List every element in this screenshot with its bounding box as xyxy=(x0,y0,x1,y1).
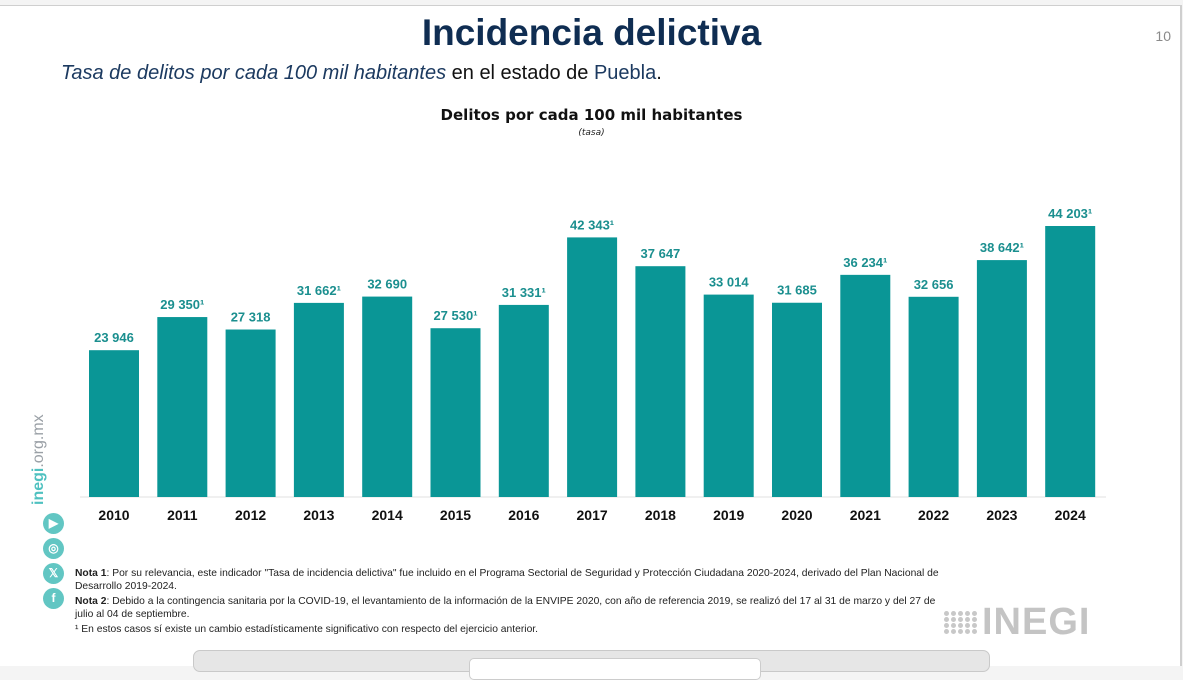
data-label-2010: 23 946 xyxy=(94,330,134,345)
x-icon[interactable]: 𝕏 xyxy=(43,563,64,584)
data-label-2024: 44 203¹ xyxy=(1048,206,1092,221)
bar-2015 xyxy=(430,328,481,497)
bottom-toolbar-field[interactable] xyxy=(469,658,761,680)
data-label-2020: 31 685 xyxy=(777,283,817,298)
bar-2023 xyxy=(976,260,1027,497)
x-tick-2012: 2012 xyxy=(235,507,266,523)
bar-2012 xyxy=(225,329,276,497)
youtube-icon[interactable]: ▶ xyxy=(43,513,64,534)
website-url[interactable]: inegi.org.mx xyxy=(30,414,48,505)
x-tick-2018: 2018 xyxy=(645,507,676,523)
bar-2010 xyxy=(89,350,139,497)
bar-2016 xyxy=(498,304,549,497)
data-label-2013: 31 662¹ xyxy=(297,283,341,298)
note-1-label: Nota 1 xyxy=(75,568,107,579)
logo-dots-icon xyxy=(944,610,978,634)
data-label-2012: 27 318 xyxy=(231,310,271,325)
bar-chart: 23 946 2010 29 350¹ 2011 27 318 2012 31 662¹ 20… xyxy=(80,206,1106,523)
bar-2017 xyxy=(567,237,618,497)
bar-2018 xyxy=(635,266,686,497)
note-1-text: : Por su relevancia, este indicador "Tas… xyxy=(75,568,939,592)
chart-title: Delitos por cada 100 mil habitantes xyxy=(440,106,743,124)
url-bold: inegi xyxy=(30,467,47,505)
x-tick-2022: 2022 xyxy=(918,507,949,523)
subtitle-end: . xyxy=(656,62,662,84)
subtitle-place: Puebla xyxy=(593,62,657,84)
subtitle-mid: en el estado de xyxy=(446,62,594,84)
subtitle-italic: Tasa de delitos por cada 100 mil habitan… xyxy=(61,62,447,84)
note-2-label: Nota 2 xyxy=(75,596,107,607)
x-tick-2024: 2024 xyxy=(1055,507,1086,523)
bar-2019 xyxy=(703,294,754,497)
bar-2021 xyxy=(840,274,891,497)
data-label-2019: 33 014 xyxy=(709,275,750,290)
bottom-toolbar[interactable] xyxy=(193,650,990,680)
bar-2024 xyxy=(1045,226,1096,497)
x-tick-2016: 2016 xyxy=(508,507,539,523)
x-tick-2011: 2011 xyxy=(167,507,198,523)
data-label-2014: 32 690 xyxy=(367,277,407,292)
bar-2011 xyxy=(157,317,208,497)
subtitle: Tasa de delitos por cada 100 mil habitan… xyxy=(61,62,662,85)
notes: Nota 1: Por su relevancia, este indicado… xyxy=(75,568,945,640)
x-tick-2017: 2017 xyxy=(577,507,608,523)
page-title: Incidencia delictiva xyxy=(421,12,762,53)
note-1: Nota 1: Por su relevancia, este indicado… xyxy=(75,568,945,593)
data-label-2015: 27 530¹ xyxy=(433,308,477,323)
data-label-2017: 42 343¹ xyxy=(570,217,614,232)
x-tick-2023: 2023 xyxy=(986,507,1017,523)
page-number: 10 xyxy=(1155,28,1171,44)
data-label-2022: 32 656 xyxy=(914,277,954,292)
data-label-2021: 36 234¹ xyxy=(843,255,887,270)
instagram-icon[interactable]: ◎ xyxy=(43,538,64,559)
bar-2020 xyxy=(772,302,822,497)
x-tick-2014: 2014 xyxy=(372,507,403,523)
x-tick-2010: 2010 xyxy=(98,507,129,523)
footnote: ¹ En estos casos sí existe un cambio est… xyxy=(75,624,539,635)
data-label-2023: 38 642¹ xyxy=(980,240,1024,255)
url-rest: .org.mx xyxy=(30,414,47,468)
note-2-text: : Debido a la contingencia sanitaria por… xyxy=(75,596,936,620)
data-label-2011: 29 350¹ xyxy=(160,297,204,312)
data-label-2016: 31 331¹ xyxy=(502,285,546,300)
logo-text: INEGI xyxy=(982,600,1091,643)
chart-subtitle: (tasa) xyxy=(578,128,605,138)
inegi-logo: INEGI xyxy=(944,601,1090,643)
x-tick-2013: 2013 xyxy=(303,507,334,523)
x-tick-2015: 2015 xyxy=(440,507,471,523)
facebook-icon[interactable]: f xyxy=(43,588,64,609)
data-label-2018: 37 647 xyxy=(641,246,681,261)
bar-2014 xyxy=(362,296,413,497)
x-tick-2019: 2019 xyxy=(713,507,744,523)
x-tick-2020: 2020 xyxy=(781,507,812,523)
bar-2013 xyxy=(293,302,344,497)
note-2: Nota 2: Debido a la contingencia sanitar… xyxy=(75,596,945,621)
x-tick-2021: 2021 xyxy=(850,507,881,523)
bar-2022 xyxy=(908,296,959,497)
